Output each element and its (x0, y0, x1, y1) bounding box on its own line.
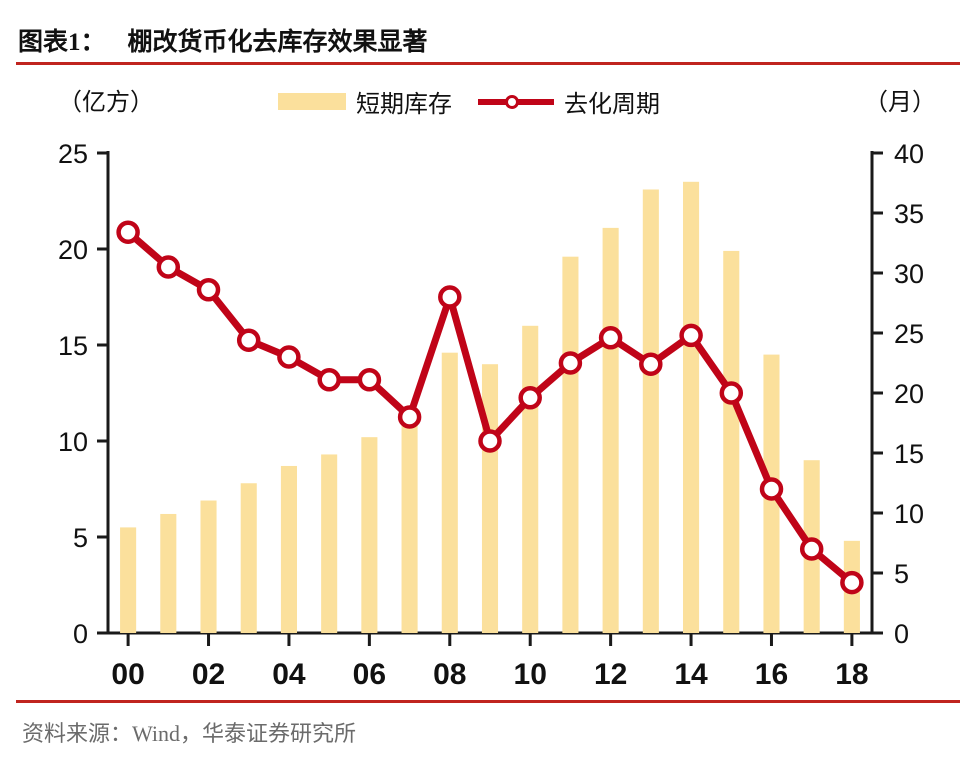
bar-02[interactable] (200, 500, 217, 633)
line-marker-14[interactable] (679, 323, 703, 348)
right-axis-tick-label: 0 (894, 619, 909, 649)
figure-number-label: 图表1： (18, 29, 106, 56)
left-axis-tick-label: 5 (73, 523, 88, 553)
line-marker-16[interactable] (759, 477, 784, 501)
right-axis-tick-label: 10 (894, 499, 924, 529)
x-axis-tick-label: 00 (111, 658, 144, 690)
line-marker-01[interactable] (156, 255, 181, 279)
left-axis-tick-label: 25 (58, 139, 88, 169)
bar-07[interactable] (401, 416, 418, 633)
source-note: 资料来源：Wind，华泰证券研究所 (22, 721, 356, 746)
right-axis-tick-label: 15 (894, 439, 924, 469)
x-axis-tick-label: 10 (514, 658, 547, 690)
page-title: 棚改货币化去库存效果显著 (127, 29, 428, 56)
line-marker-03[interactable] (236, 328, 261, 352)
line-marker-02[interactable] (196, 278, 221, 302)
line-marker-12[interactable] (598, 326, 623, 350)
legend-label-destocking-cycle: 去化周期 (564, 92, 660, 118)
legend-item-destocking-cycle[interactable]: 去化周期 (478, 84, 660, 119)
x-axis-tick-label: 14 (674, 658, 708, 690)
right-axis-tick-label: 30 (894, 259, 924, 289)
chart-container: 0 5 10 15 20 25 0 5 10 15 20 25 30 35 40 00 02 04 06 08 10 12… (0, 130, 976, 690)
right-axis-tick-label: 40 (894, 139, 924, 169)
line-marker-15[interactable] (719, 381, 744, 405)
x-axis-tick-label: 08 (433, 658, 466, 690)
right-axis-unit-label: （月） (864, 90, 936, 116)
legend-item-inventory[interactable]: 短期库存 (278, 84, 452, 119)
x-axis-tick-label: 04 (272, 658, 306, 690)
left-axis-tick-label: 10 (58, 427, 88, 457)
right-axis-tick-label: 35 (894, 199, 924, 229)
line-marker-00[interactable] (116, 220, 140, 244)
legend-label-inventory: 短期库存 (356, 92, 452, 118)
bar-13[interactable] (642, 189, 659, 634)
axis-labels-layer: 0 5 10 15 20 25 0 5 10 15 20 25 30 35 40 00 02 04 06 08 10 12… (58, 139, 924, 690)
bar-12[interactable] (602, 227, 619, 633)
x-axis-tick-label: 06 (353, 658, 386, 690)
x-axis-tick-label: 18 (835, 658, 868, 690)
line-marker-18[interactable] (840, 570, 864, 595)
line-marker-11[interactable] (558, 351, 583, 375)
left-axis-tick-label: 20 (58, 235, 88, 265)
legend-items: 短期库存 去化周期 (278, 84, 660, 119)
x-axis-tick-label: 12 (594, 658, 627, 690)
bar-03[interactable] (240, 483, 257, 633)
right-axis-tick-label: 5 (894, 559, 909, 589)
line-marker-10[interactable] (518, 386, 542, 410)
title-divider (16, 62, 960, 65)
line-marker-17[interactable] (799, 537, 824, 561)
bar-06[interactable] (361, 437, 378, 633)
left-axis-tick-label: 0 (73, 619, 88, 649)
line-marker-05[interactable] (317, 368, 341, 392)
right-axis-tick-label: 20 (894, 379, 924, 409)
line-marker-13[interactable] (639, 352, 663, 376)
bars-layer (120, 181, 860, 634)
bar-09[interactable] (481, 364, 499, 633)
bar-15[interactable] (723, 250, 740, 634)
x-axis-tick-label: 02 (192, 658, 225, 690)
left-axis-tick-label: 15 (58, 331, 88, 361)
legend: （亿方） 短期库存 去化周期 （月） (0, 82, 976, 118)
footer-divider (16, 700, 960, 703)
bar-08[interactable] (441, 352, 458, 633)
bar-00[interactable] (120, 527, 137, 633)
figure-title-row: 图表1： 棚改货币化去库存效果显著 (18, 22, 958, 58)
bar-10[interactable] (522, 325, 539, 633)
bar-05[interactable] (321, 454, 338, 633)
x-axis-tick-label: 16 (755, 658, 788, 690)
bar-01[interactable] (160, 513, 177, 633)
line-marker-07[interactable] (397, 405, 422, 429)
bar-11[interactable] (562, 256, 579, 633)
line-marker-04[interactable] (277, 345, 301, 369)
line-marker-06[interactable] (357, 368, 382, 392)
bar-14[interactable] (683, 181, 700, 634)
right-axis-tick-label: 25 (894, 319, 924, 349)
line-marker-08[interactable] (438, 285, 462, 309)
line-swatch-icon (478, 92, 554, 112)
line-layer (116, 220, 864, 595)
combo-chart: 0 5 10 15 20 25 0 5 10 15 20 25 30 35 40 00 02 04 06 08 10 12… (58, 139, 924, 690)
bar-swatch-icon (278, 93, 346, 110)
line-marker-09[interactable] (478, 429, 502, 453)
left-axis-unit-label: （亿方） (58, 90, 154, 116)
bar-04[interactable] (280, 465, 297, 633)
